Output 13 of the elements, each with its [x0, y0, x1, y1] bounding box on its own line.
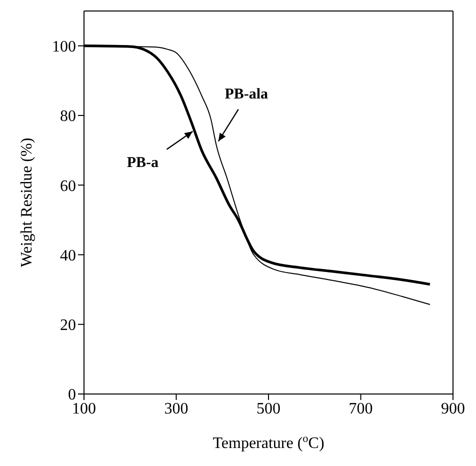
x-tick-label: 500	[256, 400, 280, 418]
y-tick-label: 80	[60, 108, 76, 126]
y-tick-label: 20	[60, 317, 76, 334]
x-tick-label: 700	[348, 400, 373, 418]
x-axis-title: Temperature ($^{o}$C)	[212, 433, 324, 452]
y-tick-label: 100	[52, 38, 76, 56]
annotation: PB-a	[126, 154, 160, 171]
y-tick-label: 40	[60, 247, 76, 264]
x-tick-label: 900	[441, 400, 465, 418]
x-tick-label: 300	[164, 400, 188, 418]
y-tick-label: 60	[60, 178, 76, 195]
y-axis-title: Weight Residue (%)	[18, 138, 36, 268]
annotation: PB-ala	[224, 86, 269, 103]
